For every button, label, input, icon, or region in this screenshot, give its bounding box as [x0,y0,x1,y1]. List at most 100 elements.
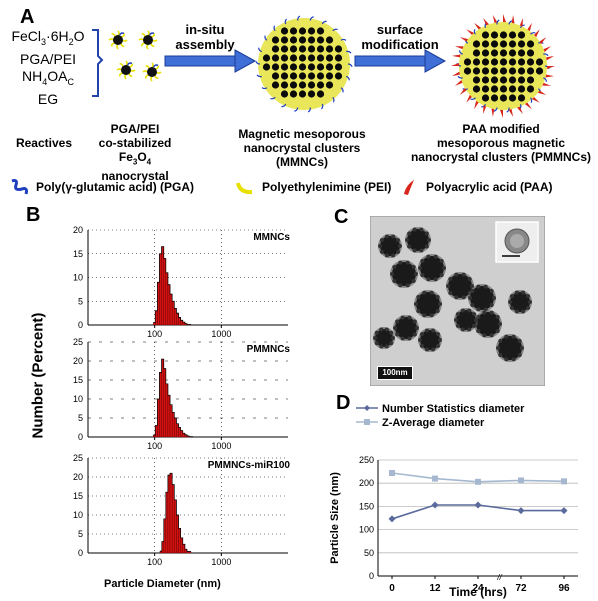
y-tick-label: 25 [73,337,83,347]
y-tick-label: 0 [369,571,374,581]
axis-break-mark: // [496,573,502,582]
y-tick-label: 15 [73,491,83,501]
x-tick-label: 24 [472,583,484,594]
y-tick-label: 20 [73,472,83,482]
histogram-outline [153,358,194,437]
caption-nanocrystal-l2: co-stabilized [98,136,172,150]
caption-mmnc: Magnetic mesoporous nanocrystal clusters… [222,127,382,169]
y-tick-label: 25 [73,453,83,463]
tem-particle [414,290,442,318]
y-tick-label: 200 [359,478,374,488]
scalebar-label: 100nm [377,366,413,380]
x-tick-label: 96 [558,583,570,594]
legend-marker [364,405,370,411]
caption-pmmnc-l1: PAA modified [462,122,540,136]
arrow-in-situ [164,49,257,73]
data-point [388,515,396,523]
data-point [475,478,481,485]
caption-pmmnc-l3: nanocrystal clusters (PMMNCs) [410,150,592,164]
y-tick-label: 150 [359,501,374,511]
y-axis-label: Particle Size (nm) [329,472,341,564]
panel-a-scheme [92,14,555,118]
step2-line2: modification [361,37,439,52]
step2-line1: surface [376,22,424,37]
x-tick-label: 100 [147,441,162,451]
y-tick-label: 5 [78,413,83,423]
caption-pmmnc: PAA modified mesoporous magnetic nanocry… [406,122,596,164]
x-tick-label: 72 [515,583,527,594]
y-tick-label: 0 [78,320,83,330]
tem-particle [393,315,419,341]
arrow-surface-mod [354,49,447,73]
x-tick-label: 12 [429,583,441,594]
histogram-2: 0 5 10 15 20 25 100 1000 PMMNCs [73,337,290,451]
legend-pei-label: Polyethylenimine (PEI) [262,180,392,194]
tem-particle [418,328,442,352]
data-point [474,501,482,509]
histogram-1: 0 5 10 15 20 100 1000 MMNCs [73,225,290,339]
x-tick-label: 1000 [211,557,231,567]
panel-a-letter: A [20,6,35,28]
red-flame-icon [404,180,414,195]
x-tick-label: 100 [147,557,162,567]
tem-inset [495,221,539,263]
histogram-title: PMMNCs-miR100 [208,460,291,471]
histogram-title: PMMNCs [247,344,291,355]
reactives-list: FeCl3·6H2O PGA/PEI NH4OAC EG [8,28,88,108]
y-tick-label: 20 [73,225,83,235]
polymer-legend: Poly(γ-glutamic acid) (PGA) Polyethyleni… [6,177,596,197]
data-point [432,475,438,482]
series-2 [389,469,567,485]
x-tick-label: 0 [389,583,395,594]
data-point [561,478,567,485]
y-tick-label: 20 [73,356,83,366]
reactive-pga-pei: PGA/PEI [19,50,77,67]
tem-particle [508,290,532,314]
tem-particle [405,227,431,253]
histogram-bar [152,322,156,326]
histogram-outline [159,472,191,552]
caption-pmmnc-l2: mesoporous magnetic [436,136,566,150]
histogram-bar [169,472,173,554]
x-tick-label: 1000 [211,329,231,339]
caption-nanocrystal-l3: Fe3O4 nanocrystal [101,150,169,184]
nanocrystal-group [108,30,162,82]
y-tick-label: 0 [78,432,83,442]
pmmnc-cluster [451,14,555,118]
caption-nanocrystal: PGA/PEI co-stabilized Fe3O4 nanocrystal [90,122,180,183]
tem-particle [474,310,502,338]
caption-nanocrystal-l1: PGA/PEI [110,122,160,136]
tem-particle [446,272,474,300]
reactive-fecl3: FeCl3·6H2O [11,28,85,47]
legend-label: Number Statistics diameter [382,403,525,415]
data-point [431,501,439,509]
tem-particle [378,234,402,258]
x-tick-label: 100 [147,329,162,339]
legend-pga-label: Poly(γ-glutamic acid) (PGA) [36,180,195,194]
tem-particle [454,308,478,332]
y-tick-label: 100 [359,525,374,535]
step2-label: surface modification [355,22,445,52]
tem-particle [496,334,524,362]
legend-marker [364,419,370,425]
data-point [517,507,525,515]
series-1 [388,501,568,523]
tem-particle [390,260,418,288]
blue-squiggle-icon [11,179,28,195]
panel-b-xlabel: Particle Diameter (nm) [104,578,221,590]
data-point [560,507,568,515]
histogram-3: 0 5 10 15 20 25 100 1000 PMMNCs-miR100 [73,453,290,567]
step1-label: in-situ assembly [170,22,240,52]
tem-particle [373,327,395,349]
data-point [518,477,524,484]
x-axis-label: Time (hrs) [449,585,507,599]
y-tick-label: 10 [73,394,83,404]
legend-label: Z-Average diameter [382,417,485,429]
x-tick-label: 1000 [211,441,231,451]
y-tick-label: 5 [78,529,83,539]
y-tick-label: 10 [73,510,83,520]
y-tick-label: 5 [78,296,83,306]
panel-d-letter: D [336,392,351,414]
histogram-outline [153,246,191,325]
